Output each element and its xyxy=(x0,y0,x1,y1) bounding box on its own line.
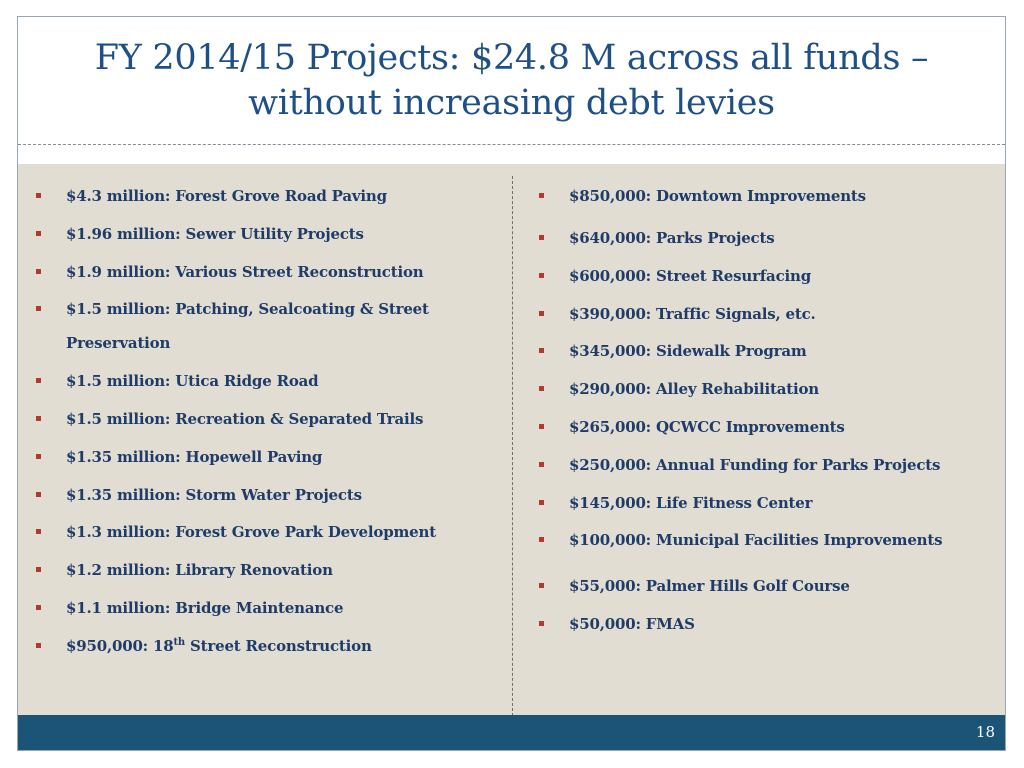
item-text: $290,000: Alley Rehabilitation xyxy=(569,380,819,399)
footer-bar: 18 xyxy=(18,715,1005,750)
bullet-icon xyxy=(539,386,544,392)
bullet-icon xyxy=(36,491,41,497)
title-line-1: FY 2014/15 Projects: $24.8 M across all … xyxy=(94,37,929,78)
item-text: $1.35 million: Hopewell Paving xyxy=(66,447,323,466)
bullet-icon xyxy=(539,193,544,198)
slide: FY 2014/15 Projects: $24.8 M across all … xyxy=(17,16,1006,751)
list-item: $50,000: FMAS xyxy=(539,607,999,641)
bullet-icon xyxy=(36,415,41,421)
bullet-icon xyxy=(36,378,41,384)
list-item: $950,000: 18th Street Reconstruction xyxy=(36,629,506,663)
item-text: $1.2 million: Library Renovation xyxy=(66,561,333,580)
item-text: $640,000: Parks Projects xyxy=(569,229,775,247)
bullet-icon xyxy=(539,348,544,354)
bullet-icon xyxy=(539,621,544,627)
list-item: $1.96 million: Sewer Utility Projects xyxy=(36,217,506,251)
bullet-icon xyxy=(36,193,41,198)
bullet-icon xyxy=(36,230,41,236)
bullet-icon xyxy=(36,604,41,610)
right-project-list: $850,000: Downtown Improvements $640,000… xyxy=(539,179,999,645)
item-text-prefix: $950,000: 18 xyxy=(66,636,174,655)
bullet-icon xyxy=(539,461,544,467)
bullet-icon xyxy=(36,642,41,648)
item-text: $1.96 million: Sewer Utility Projects xyxy=(66,224,364,243)
list-item: $1.2 million: Library Renovation xyxy=(36,553,506,587)
list-item: $1.9 million: Various Street Reconstruct… xyxy=(36,255,506,289)
list-item: $1.1 million: Bridge Maintenance xyxy=(36,591,506,625)
list-item: $1.5 million: Recreation & Separated Tra… xyxy=(36,402,506,436)
item-text: $1.5 million: Utica Ridge Road xyxy=(66,372,319,391)
item-text: $1.1 million: Bridge Maintenance xyxy=(66,598,344,617)
bullet-icon xyxy=(539,235,544,240)
list-item: $1.5 million: Patching, Sealcoating & St… xyxy=(36,292,506,360)
item-text: $1.9 million: Various Street Reconstruct… xyxy=(66,262,424,281)
bullet-icon xyxy=(539,310,544,316)
item-text: $50,000: FMAS xyxy=(569,615,695,634)
item-text: $600,000: Street Resurfacing xyxy=(569,266,812,285)
title-divider xyxy=(18,144,1005,145)
item-text-suffix: Street Reconstruction xyxy=(185,636,372,655)
list-item: $1.35 million: Hopewell Paving xyxy=(36,440,506,474)
list-item: $345,000: Sidewalk Program xyxy=(539,334,999,368)
list-item: $600,000: Street Resurfacing xyxy=(539,259,999,293)
item-text: $850,000: Downtown Improvements xyxy=(569,187,866,205)
list-item: $250,000: Annual Funding for Parks Proje… xyxy=(539,448,999,482)
list-item: $100,000: Municipal Facilities Improveme… xyxy=(539,523,999,557)
title-area: FY 2014/15 Projects: $24.8 M across all … xyxy=(18,17,1005,144)
bullet-icon xyxy=(36,529,41,535)
list-item: $1.5 million: Utica Ridge Road xyxy=(36,364,506,398)
item-text: $1.35 million: Storm Water Projects xyxy=(66,485,362,504)
item-text: $4.3 million: Forest Grove Road Paving xyxy=(66,187,387,205)
bullet-icon xyxy=(36,306,41,312)
bullet-icon xyxy=(36,453,41,459)
list-item: $1.35 million: Storm Water Projects xyxy=(36,478,506,512)
bullet-icon xyxy=(539,583,544,589)
ordinal-suffix: th xyxy=(173,636,186,648)
bullet-icon xyxy=(36,567,41,573)
item-text: $55,000: Palmer Hills Golf Course xyxy=(569,577,850,596)
list-item: $55,000: Palmer Hills Golf Course xyxy=(539,569,999,603)
list-item: $850,000: Downtown Improvements xyxy=(539,179,999,213)
item-text: $345,000: Sidewalk Program xyxy=(569,342,807,361)
left-project-list: $4.3 million: Forest Grove Road Paving $… xyxy=(36,179,506,667)
item-text: $1.3 million: Forest Grove Park Developm… xyxy=(66,523,436,542)
page-number: 18 xyxy=(975,723,995,741)
item-text: $100,000: Municipal Facilities Improveme… xyxy=(569,531,943,550)
list-item: $640,000: Parks Projects xyxy=(539,221,999,255)
bullet-icon xyxy=(539,423,544,429)
content-panel: $4.3 million: Forest Grove Road Paving $… xyxy=(18,164,1005,716)
list-item: $265,000: QCWCC Improvements xyxy=(539,410,999,444)
item-text: $1.5 million: Patching, Sealcoating & St… xyxy=(66,300,429,353)
item-text: $250,000: Annual Funding for Parks Proje… xyxy=(569,455,941,474)
item-text: $145,000: Life Fitness Center xyxy=(569,493,813,512)
bullet-icon xyxy=(539,499,544,505)
bullet-icon xyxy=(36,268,41,274)
list-item: $290,000: Alley Rehabilitation xyxy=(539,372,999,406)
column-divider xyxy=(512,176,513,716)
title-line-2: without increasing debt levies xyxy=(248,82,775,123)
list-item: $390,000: Traffic Signals, etc. xyxy=(539,297,999,331)
bullet-icon xyxy=(539,537,544,543)
list-item: $1.3 million: Forest Grove Park Developm… xyxy=(36,515,506,549)
slide-title: FY 2014/15 Projects: $24.8 M across all … xyxy=(94,36,929,126)
list-item: $145,000: Life Fitness Center xyxy=(539,486,999,520)
bullet-icon xyxy=(539,272,544,278)
list-item: $4.3 million: Forest Grove Road Paving xyxy=(36,179,506,213)
item-text: $1.5 million: Recreation & Separated Tra… xyxy=(66,409,424,428)
item-text: $390,000: Traffic Signals, etc. xyxy=(569,304,816,323)
item-text: $265,000: QCWCC Improvements xyxy=(569,417,845,436)
